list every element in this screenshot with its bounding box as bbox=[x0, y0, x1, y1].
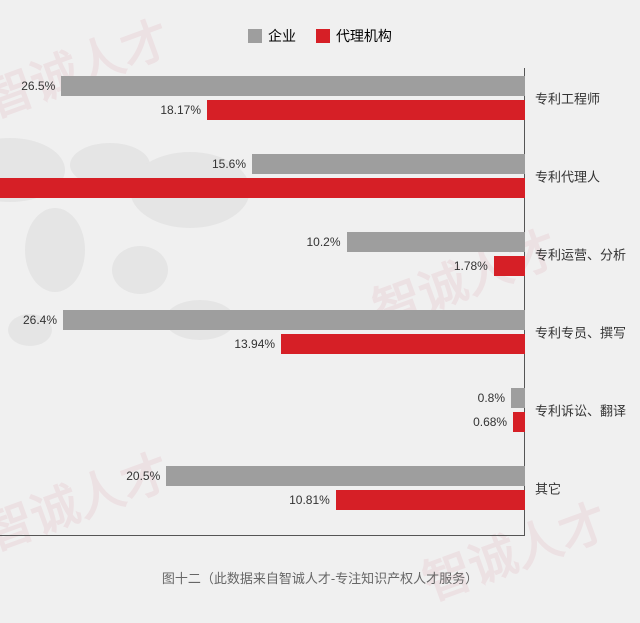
bar-group: 专利工程师26.5%18.17% bbox=[0, 68, 525, 128]
bar: 0.8% bbox=[511, 388, 525, 408]
legend-label: 代理机构 bbox=[336, 26, 392, 46]
bar: 26.5% bbox=[61, 76, 525, 96]
bar-value-label: 20.5% bbox=[126, 469, 166, 483]
bar-value-label: 10.2% bbox=[306, 235, 346, 249]
legend-swatch-agency bbox=[316, 29, 330, 43]
bar-group: 其它20.5%10.81% bbox=[0, 458, 525, 518]
bar: 20.5% bbox=[166, 466, 525, 486]
category-label: 专利诉讼、翻译 bbox=[535, 401, 626, 420]
bar-value-label: 18.17% bbox=[160, 103, 207, 117]
bar bbox=[0, 178, 525, 198]
legend-swatch-enterprise bbox=[248, 29, 262, 43]
bar: 18.17% bbox=[207, 100, 525, 120]
legend-label: 企业 bbox=[268, 26, 296, 46]
bar: 13.94% bbox=[281, 334, 525, 354]
category-label: 专利运营、分析 bbox=[535, 245, 626, 264]
bar-value-label: 0.8% bbox=[478, 391, 511, 405]
legend: 企业 代理机构 bbox=[0, 26, 640, 46]
bar-group: 专利专员、撰写26.4%13.94% bbox=[0, 302, 525, 362]
category-label: 其它 bbox=[535, 479, 561, 498]
category-label: 专利代理人 bbox=[535, 167, 600, 186]
legend-item: 企业 bbox=[248, 26, 296, 46]
bar-value-label: 0.68% bbox=[473, 415, 513, 429]
legend-item: 代理机构 bbox=[316, 26, 392, 46]
bar-value-label: 10.81% bbox=[289, 493, 336, 507]
bar: 15.6% bbox=[252, 154, 525, 174]
chart-caption: 图十二（此数据来自智诚人才-专注知识产权人才服务） bbox=[0, 568, 640, 587]
bar-group: 专利运营、分析10.2%1.78% bbox=[0, 224, 525, 284]
bar: 1.78% bbox=[494, 256, 525, 276]
bar-value-label: 26.4% bbox=[23, 313, 63, 327]
category-label: 专利专员、撰写 bbox=[535, 323, 626, 342]
x-axis bbox=[0, 535, 525, 537]
category-label: 专利工程师 bbox=[535, 89, 600, 108]
bar: 10.2% bbox=[347, 232, 526, 252]
bar-chart: 专利工程师 26.5% 18.17% 专利代理人15.6%54.64% 专利运营、分析 1… bbox=[0, 68, 640, 536]
bar-value-label: 13.94% bbox=[234, 337, 281, 351]
bar: 26.4% bbox=[63, 310, 525, 330]
bar: 10.81% bbox=[336, 490, 525, 510]
bar-value-label: 26.5% bbox=[21, 79, 61, 93]
bar-group: 专利诉讼、翻译0.8%0.68% bbox=[0, 380, 525, 440]
bar-value-label: 1.78% bbox=[454, 259, 494, 273]
bar: 0.68% bbox=[513, 412, 525, 432]
bar-value-label: 15.6% bbox=[212, 157, 252, 171]
bar-group: 专利代理人15.6%54.64% bbox=[0, 146, 525, 206]
